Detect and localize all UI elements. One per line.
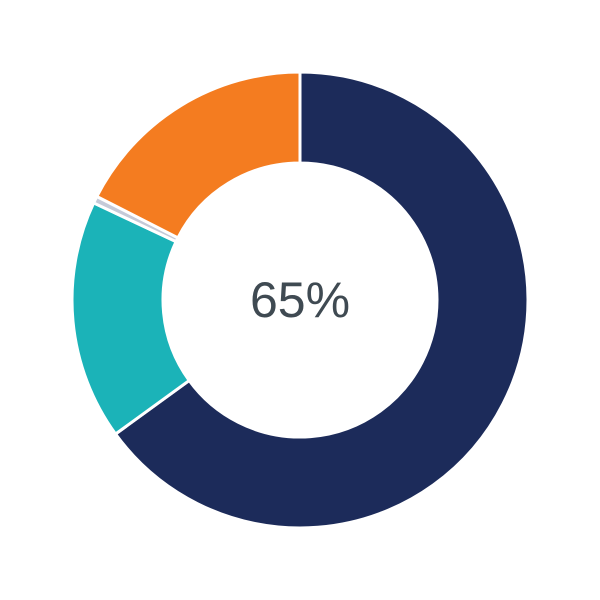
donut-slice-3 <box>94 70 302 240</box>
donut-slice-0 <box>113 70 530 530</box>
